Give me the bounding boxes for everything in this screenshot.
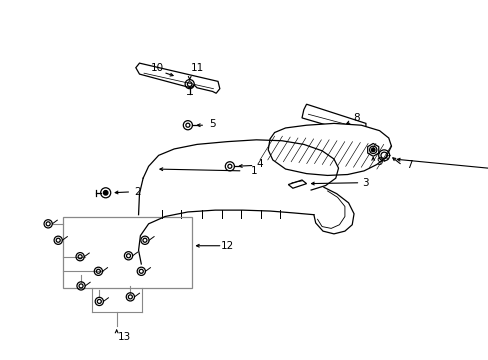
Circle shape (103, 190, 108, 195)
Text: 13: 13 (117, 332, 130, 342)
Text: 5: 5 (209, 119, 215, 129)
Circle shape (370, 148, 374, 152)
Text: 11: 11 (190, 63, 203, 73)
Text: 2: 2 (134, 187, 141, 197)
Text: 3: 3 (362, 178, 368, 188)
Text: 9: 9 (376, 157, 382, 167)
Bar (62, 216, 192, 288)
Text: 12: 12 (220, 241, 233, 251)
Polygon shape (268, 123, 391, 175)
Text: 8: 8 (353, 113, 359, 123)
Text: 10: 10 (151, 63, 164, 73)
Text: 7: 7 (406, 161, 412, 170)
Text: 1: 1 (251, 166, 257, 176)
Text: 4: 4 (256, 159, 263, 170)
